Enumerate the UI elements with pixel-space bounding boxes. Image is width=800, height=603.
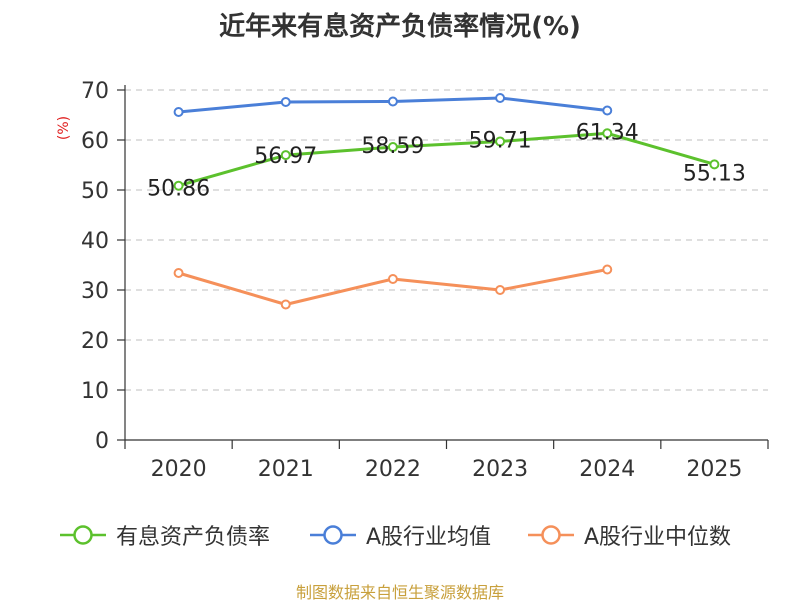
data-label: 58.59 [361,134,424,159]
legend-marker-icon [310,525,356,545]
data-point [602,105,613,116]
data-point [495,93,506,103]
legend-item-interest-debt-ratio[interactable]: 有息资产负债率 [60,520,270,550]
data-label: 55.13 [683,161,746,186]
data-point [387,96,398,107]
y-tick-label: 40 [81,229,109,254]
x-tick-label: 2021 [258,457,314,482]
y-tick-label: 0 [95,429,109,454]
legend-marker-icon [60,525,106,545]
data-point [709,159,720,170]
y-tick-label: 70 [81,79,109,104]
x-tick-label: 2023 [472,457,528,482]
data-point [173,107,184,117]
y-tick-label: 60 [81,129,109,154]
data-point [602,264,613,275]
data-point [173,180,184,191]
x-tick-label: 2020 [151,457,207,482]
series-line-0 [178,131,715,188]
data-point [280,97,291,107]
data-point [280,299,291,310]
legend-label: A股行业中位数 [584,525,732,550]
legend-label: A股行业均值 [366,525,492,550]
data-point [495,136,506,147]
y-tick-label: 30 [81,279,109,304]
data-point [173,268,184,278]
data-label: 61.34 [576,120,639,145]
data-point [280,150,291,161]
data-label: 56.97 [254,144,317,169]
data-label: 50.86 [147,177,210,202]
y-tick-label: 10 [81,379,109,404]
legend-item-industry-median[interactable]: A股行业中位数 [528,520,731,550]
data-label: 59.71 [469,128,532,153]
legend-label: 有息资产负债率 [116,525,271,550]
data-point [387,142,398,153]
legend-marker-icon [528,525,574,545]
data-point [387,274,398,284]
y-tick-label: 20 [81,329,109,354]
x-tick-label: 2022 [365,457,421,482]
data-point [495,285,506,295]
legend-item-industry-average[interactable]: A股行业均值 [310,520,491,550]
x-tick-label: 2024 [579,457,635,482]
x-tick-label: 2025 [686,457,742,482]
chart-title: 近年来有息资产负债率情况(%) [219,12,581,42]
data-point [602,128,613,139]
source-note: 制图数据来自恒生聚源数据库 [295,583,504,602]
y-axis-label: (%) [56,116,72,140]
y-tick-label: 50 [81,179,109,204]
